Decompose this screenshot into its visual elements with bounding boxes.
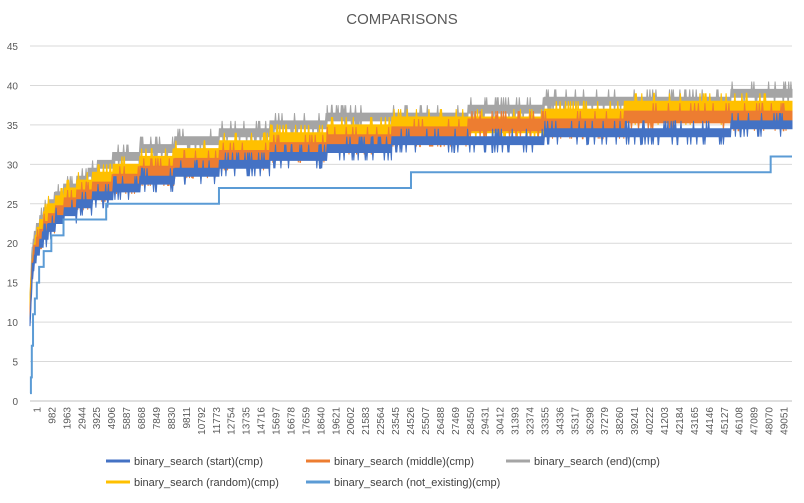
x-tick-label: 44146 bbox=[705, 407, 716, 435]
x-tick-label: 16678 bbox=[286, 407, 297, 435]
x-tick-label: 33355 bbox=[540, 407, 551, 435]
y-tick-label: 45 bbox=[7, 42, 19, 53]
x-tick-label: 14716 bbox=[257, 407, 268, 435]
x-tick-label: 36298 bbox=[585, 407, 596, 435]
legend-item: binary_search (not_existing)(cmp) bbox=[306, 477, 500, 489]
x-tick-label: 43165 bbox=[690, 407, 701, 435]
x-axis: 1 982 1963 2944 3925 4906 5887 6868 7849 8830 9811… bbox=[30, 400, 792, 435]
x-tick-label: 40222 bbox=[645, 407, 656, 435]
chart-title: COMPARISONS bbox=[346, 11, 457, 28]
x-tick-label: 1963 bbox=[62, 407, 73, 430]
x-tick-label: 17659 bbox=[301, 407, 312, 435]
y-tick-label: 20 bbox=[7, 239, 19, 250]
x-tick-label: 32374 bbox=[526, 407, 537, 435]
x-tick-label: 47089 bbox=[750, 407, 761, 435]
x-tick-label: 6868 bbox=[137, 407, 148, 430]
x-tick-label: 7849 bbox=[152, 407, 163, 430]
legend-item: binary_search (random)(cmp) bbox=[106, 477, 279, 489]
x-tick-label: 28450 bbox=[466, 407, 477, 435]
x-tick-label: 10792 bbox=[197, 407, 208, 435]
legend-label: binary_search (end)(cmp) bbox=[534, 456, 660, 468]
legend-label: binary_search (start)(cmp) bbox=[134, 456, 263, 468]
x-tick-label: 38260 bbox=[615, 407, 626, 435]
x-tick-label: 1 bbox=[32, 407, 43, 413]
series-layer bbox=[29, 81, 793, 395]
x-tick-label: 4906 bbox=[107, 407, 118, 430]
series-4 bbox=[29, 155, 792, 395]
series-band bbox=[29, 113, 793, 327]
x-tick-label: 19621 bbox=[331, 407, 342, 435]
x-tick-label: 9811 bbox=[182, 407, 193, 429]
y-tick-label: 5 bbox=[12, 358, 18, 369]
x-tick-label: 26488 bbox=[436, 407, 447, 435]
legend-item: binary_search (start)(cmp) bbox=[106, 456, 263, 468]
x-tick-label: 31393 bbox=[511, 407, 522, 435]
x-tick-label: 12754 bbox=[227, 407, 238, 435]
x-tick-label: 2944 bbox=[77, 407, 88, 430]
x-tick-label: 5887 bbox=[122, 407, 133, 430]
x-tick-label: 24526 bbox=[406, 407, 417, 435]
x-tick-label: 34336 bbox=[555, 407, 566, 435]
legend: binary_search (start)(cmp) binary_search … bbox=[106, 456, 660, 489]
x-tick-label: 25507 bbox=[421, 407, 432, 435]
x-tick-label: 48070 bbox=[765, 407, 776, 435]
series-0 bbox=[29, 113, 793, 327]
x-tick-label: 15697 bbox=[272, 407, 283, 435]
x-tick-label: 21583 bbox=[361, 407, 372, 435]
y-tick-label: 0 bbox=[12, 397, 18, 408]
x-tick-label: 11773 bbox=[212, 407, 223, 435]
x-tick-label: 37279 bbox=[600, 407, 611, 435]
x-tick-label: 49051 bbox=[780, 407, 791, 435]
y-tick-label: 25 bbox=[7, 200, 19, 211]
legend-label: binary_search (not_existing)(cmp) bbox=[334, 477, 500, 489]
x-tick-label: 18640 bbox=[316, 407, 327, 435]
x-tick-label: 39241 bbox=[630, 407, 641, 435]
x-tick-label: 20602 bbox=[346, 407, 357, 435]
legend-item: binary_search (middle)(cmp) bbox=[306, 456, 474, 468]
y-tick-label: 40 bbox=[7, 81, 19, 92]
x-tick-label: 8830 bbox=[167, 407, 178, 430]
legend-item: binary_search (end)(cmp) bbox=[506, 456, 660, 468]
y-axis: 0 5 10 15 20 25 30 35 40 45 bbox=[7, 42, 19, 408]
x-tick-label: 3925 bbox=[92, 407, 103, 430]
x-tick-label: 13735 bbox=[242, 407, 253, 435]
x-tick-label: 45127 bbox=[720, 407, 731, 435]
series-line bbox=[29, 155, 792, 395]
x-tick-label: 46108 bbox=[735, 407, 746, 435]
y-tick-label: 10 bbox=[7, 318, 19, 329]
y-tick-label: 35 bbox=[7, 121, 19, 132]
legend-label: binary_search (random)(cmp) bbox=[134, 477, 279, 489]
x-tick-label: 35317 bbox=[570, 407, 581, 435]
x-tick-label: 27469 bbox=[451, 407, 462, 435]
legend-label: binary_search (middle)(cmp) bbox=[334, 456, 474, 468]
y-tick-label: 30 bbox=[7, 160, 19, 171]
x-tick-label: 41203 bbox=[660, 407, 671, 435]
y-tick-label: 15 bbox=[7, 279, 19, 290]
x-tick-label: 23545 bbox=[391, 407, 402, 435]
x-tick-label: 982 bbox=[47, 407, 58, 424]
x-tick-label: 30412 bbox=[496, 407, 507, 435]
x-tick-label: 22564 bbox=[376, 407, 387, 435]
x-tick-label: 42184 bbox=[675, 407, 686, 435]
x-tick-label: 29431 bbox=[481, 407, 492, 435]
